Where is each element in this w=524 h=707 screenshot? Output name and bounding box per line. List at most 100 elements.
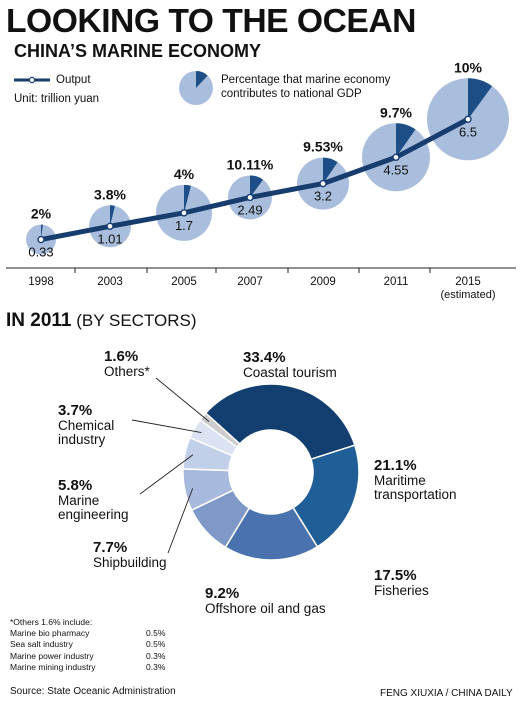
sector-percentage-label: 1.6% (104, 348, 138, 365)
gdp-share-wedge (468, 78, 493, 120)
sector-name-label: Offshore oil and gas (205, 601, 326, 616)
x-tick-label: 2011 (384, 276, 409, 288)
section-title-qualifier: (BY SECTORS) (71, 311, 197, 330)
footnote-title: *Others 1.6% include: (10, 617, 93, 627)
footnote-row-value: 0.3% (146, 650, 166, 661)
sector-name-line: transportation (374, 487, 457, 502)
sector-name-line: Maritime (374, 473, 426, 488)
sector-percentage-label: 21.1% (374, 457, 417, 474)
sector-name-line: Coastal tourism (243, 365, 337, 380)
footnote-row-name: Sea salt industry (10, 639, 73, 650)
legend-output-label: Output (56, 74, 91, 86)
legend-output-marker (28, 76, 36, 84)
gdp-share-wedge (396, 123, 416, 158)
sector-name-label: Others* (104, 364, 151, 379)
output-value-label: 6.5 (459, 124, 477, 139)
sector-percentage-label: 3.7% (58, 402, 92, 419)
output-marker (106, 222, 114, 231)
sector-name-label: Fisheries (374, 583, 429, 598)
sector-name-label: Shipbuilding (93, 555, 167, 570)
gdp-share-label: 9.53% (303, 139, 343, 155)
legend-percentage-label: Percentage that marine economy contribut… (221, 74, 391, 100)
sector-leader-line (139, 454, 194, 495)
x-tick-label: 1998 (28, 276, 54, 288)
others-footnote: *Others 1.6% include: Marine bio pharmac… (10, 617, 165, 673)
output-marker (464, 115, 472, 123)
gdp-share-wedge (323, 157, 338, 184)
x-tick-label: 2005 (171, 276, 197, 288)
section-title-year: IN 2011 (6, 310, 72, 331)
sector-leader-line (155, 377, 210, 422)
output-value-label: 1.01 (97, 231, 122, 246)
footnote-row-value: 0.5% (146, 639, 166, 650)
x-tick-label: 2003 (97, 276, 123, 288)
sector-name-label: Maritime transportation (374, 473, 457, 502)
sector-percentage-label: 9.2% (205, 585, 239, 602)
gdp-share-label: 3.8% (94, 186, 126, 202)
footnote-row: Marine mining industry 0.3% (10, 662, 165, 673)
sector-name-line: Offshore oil and gas (205, 601, 326, 616)
footnote-row-name: Marine mining industry (10, 661, 96, 672)
gdp-share-label: 10.11% (227, 156, 274, 172)
sector-name-line: Others* (104, 364, 151, 379)
footnote-row: Sea salt industry 0.5% (10, 639, 165, 650)
footnote-row: Marine power industry 0.3% (10, 651, 165, 662)
x-tick-label: 2009 (310, 276, 336, 288)
source-note: Source: State Oceanic Administration (10, 686, 176, 697)
sector-percentage-label: 33.4% (243, 349, 286, 366)
sector-name-label: Coastal tourism (243, 365, 337, 380)
sector-leader-line (131, 419, 202, 433)
main-title: LOOKING TO THE OCEAN (6, 2, 416, 39)
footnote-row-name: Marine power industry (10, 650, 94, 661)
footnote-row-name: Marine bio pharmacy (10, 628, 90, 639)
sector-name-line: Chemical (58, 418, 114, 433)
gdp-share-wedge (110, 205, 115, 227)
gdp-share-label: 9.7% (380, 104, 412, 120)
sector-segment (204, 383, 356, 461)
output-value-label: 3.2 (314, 189, 332, 204)
output-marker (180, 209, 188, 217)
sector-name-line: Marine (58, 493, 99, 508)
x-tick-label: 2007 (237, 276, 263, 288)
output-marker (319, 179, 327, 188)
sector-donut (182, 383, 360, 561)
sector-name-line: industry (58, 432, 106, 447)
output-marker (246, 193, 254, 202)
x-tick-sublabel: (estimated) (440, 289, 495, 301)
legend-graphics (14, 71, 213, 105)
footnote-row: Marine bio pharmacy 0.5% (10, 628, 165, 639)
output-marker (37, 235, 45, 244)
output-marker (392, 153, 400, 161)
sector-labels: 33.4%Coastal tourism 21.1%Maritime transpo… (58, 348, 457, 616)
sector-name-line: Shipbuilding (93, 555, 167, 570)
sector-percentage-label: 17.5% (374, 567, 417, 584)
legend-bubble-wedge (196, 71, 208, 88)
sector-name-line: engineering (58, 507, 129, 522)
gdp-share-label: 2% (31, 206, 52, 222)
sector-percentage-label: 7.7% (93, 539, 127, 556)
sector-percentage-label: 5.8% (58, 477, 92, 494)
credit-line: FENG XIUXIA / CHINA DAILY (380, 688, 513, 699)
sector-segment (198, 412, 241, 449)
section-title: IN 2011 (BY SECTORS) (6, 310, 197, 332)
gdp-share-wedge (184, 184, 191, 213)
sector-name-label: Chemical industry (58, 418, 114, 447)
output-value-label: 2.49 (237, 202, 262, 217)
gdp-share-wedge (41, 224, 43, 240)
legend-unit-label: Unit: trillion yuan (14, 93, 100, 105)
footnote-row-value: 0.3% (146, 661, 166, 672)
x-tick-label: 2015 (455, 276, 481, 288)
gdp-share-bubbles: 2% 3.8% 4% 10.11% 9.53% 9.7% 10% (26, 59, 509, 255)
output-value-label: 0.33 (28, 245, 53, 260)
sector-name-line: Fisheries (374, 583, 429, 598)
gdp-share-label: 4% (174, 166, 195, 182)
output-line-layer: 0.33 1.01 1.7 2.49 3.2 4.55 6.5 (28, 115, 477, 260)
output-value-label: 1.7 (175, 218, 193, 233)
chart-subtitle: CHINA’S MARINE ECONOMY (14, 41, 262, 61)
output-value-label: 4.55 (383, 162, 408, 177)
footnote-row-value: 0.5% (146, 628, 166, 639)
year-axis: 1998 2003 2005 2007 2009 2011 2015(estimated) (6, 267, 516, 301)
sector-leader-line (167, 488, 194, 554)
sector-name-label: Marine engineering (58, 493, 129, 522)
